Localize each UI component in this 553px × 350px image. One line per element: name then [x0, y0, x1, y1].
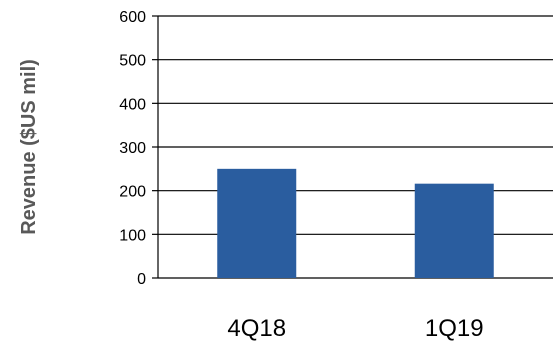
- y-tick-label: 0: [137, 271, 146, 288]
- axes: [152, 16, 158, 278]
- bar-1Q19: [415, 184, 494, 278]
- y-tick-label: 100: [119, 227, 146, 244]
- y-tick-label: 500: [119, 53, 146, 70]
- y-tick-label: 300: [119, 140, 146, 157]
- y-axis-title: Revenue ($US mil): [18, 59, 40, 235]
- y-tick-label: 400: [119, 96, 146, 113]
- bar-4Q18: [217, 169, 296, 278]
- x-tick-label: 1Q19: [425, 315, 484, 342]
- y-tick-label: 200: [119, 184, 146, 201]
- bars: [217, 169, 494, 278]
- x-tick-label: 4Q18: [227, 315, 286, 342]
- labels: 0 100 200 300 400 500 600 4Q18 1Q19: [119, 9, 483, 342]
- y-tick-label: 600: [119, 9, 146, 26]
